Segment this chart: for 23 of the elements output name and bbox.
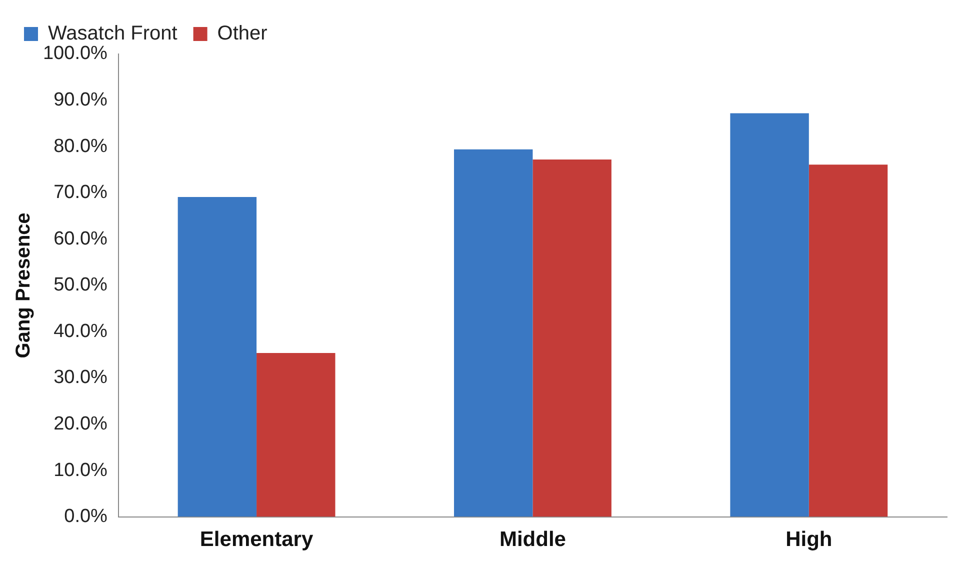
x-tick-label: High <box>786 528 832 552</box>
x-tick-label: Middle <box>499 528 566 552</box>
bar <box>256 352 336 517</box>
y-tick-label: 50.0% <box>54 274 108 296</box>
y-tick-label: 100.0% <box>42 43 108 64</box>
y-axis-title: Gang Presence <box>12 212 35 358</box>
y-tick-label: 20.0% <box>54 413 108 434</box>
bar <box>808 164 888 517</box>
bar <box>532 160 612 517</box>
x-tick-label: Elementary <box>200 528 314 552</box>
y-tick-label: 60.0% <box>54 228 108 250</box>
y-tick-label: 10.0% <box>54 460 108 481</box>
y-tick-label: 0.0% <box>64 506 108 528</box>
bar <box>178 197 257 517</box>
y-tick-label: 30.0% <box>54 367 108 388</box>
bar <box>454 149 533 517</box>
y-tick-label: 40.0% <box>54 320 108 342</box>
y-tick-label: 80.0% <box>54 136 108 157</box>
legend-label: Wasatch Front <box>48 22 178 45</box>
bar <box>730 113 809 517</box>
y-tick-label: 70.0% <box>54 182 108 204</box>
y-tick-label: 90.0% <box>54 90 108 111</box>
legend-label: Other <box>217 22 268 45</box>
